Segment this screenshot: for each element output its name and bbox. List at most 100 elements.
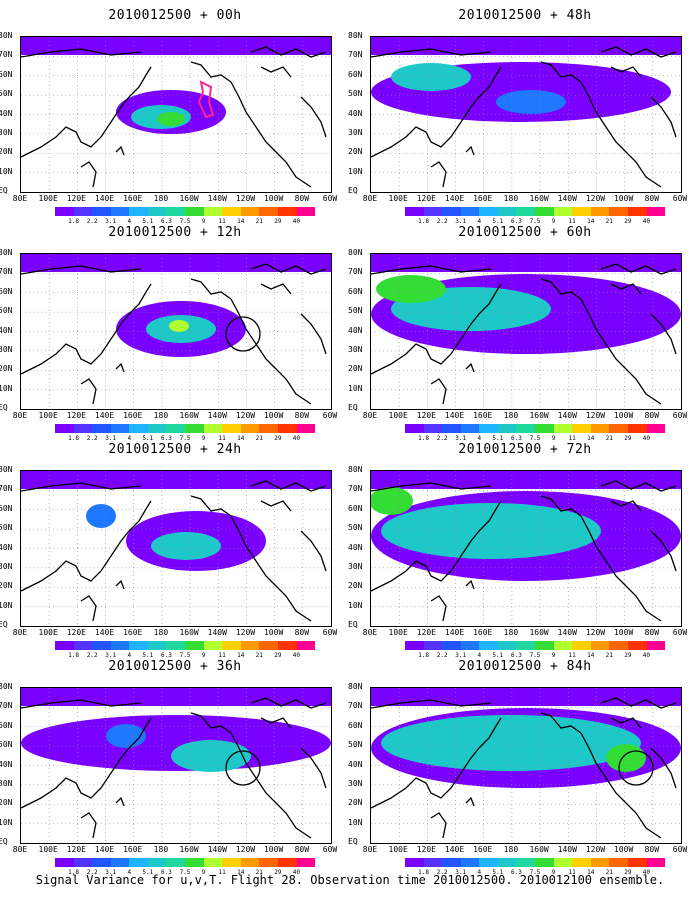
colorbar [55,641,316,650]
coastline [465,796,475,807]
colorbar-tick-label: 40 [642,435,651,442]
colorbar-swatch [147,424,167,433]
colorbar-tick-label: 7.5 [179,218,191,225]
longitude-label: 100E [38,628,58,637]
variance-band [21,254,331,272]
coastline [430,161,447,188]
colorbar-tick-label: 40 [292,435,301,442]
coastline [115,362,125,373]
colorbar-swatch [535,207,554,216]
colorbar-swatch [627,858,647,867]
colorbar-swatch [479,424,498,433]
longitude-label: 80W [294,194,310,203]
colorbar-tick-label: 2.2 [86,435,98,442]
coastline [260,283,292,295]
coastline [21,265,142,275]
coastline [300,747,327,789]
colorbar-tick-label: 14 [587,435,595,442]
panel-title: 2010012500 + 72h [458,442,592,457]
colorbar-tick-label: 29 [274,218,282,225]
coastline [80,812,97,839]
coastline [371,699,492,709]
variance-blob [381,503,601,559]
colorbar-tick-label: 29 [624,652,632,659]
colorbar [405,641,666,650]
latitude-label: 60N [348,720,363,730]
latitude-label: 80N [0,31,13,40]
colorbar-swatch [646,858,666,867]
longitude-label: 180 [153,628,169,637]
colorbar-tick-label: 29 [624,218,632,225]
colorbar-tick-label: 21 [605,218,613,225]
longitude-label: 160E [123,411,143,420]
variance-band [371,254,681,272]
latitude-label: 10N [348,166,363,176]
colorbar-swatch [646,207,666,216]
coastline [21,500,152,592]
longitude-label: 140E [444,628,465,637]
colorbar-tick-label: 11 [568,435,576,442]
longitude-label: 100E [38,411,58,420]
map-plot-area [370,470,682,627]
colorbar-swatch [405,424,424,433]
colorbar-tick-label: 14 [237,435,245,442]
latitude-label: 50N [0,306,13,316]
colorbar-swatch [92,641,111,650]
longitude-label: 100W [613,194,634,203]
colorbar-tick-label: 40 [292,869,301,876]
longitude-label: 60W [672,411,688,420]
latitude-label: 10N [348,817,363,827]
colorbar-swatch [535,858,554,867]
colorbar-swatch [240,641,260,650]
colorbar-ticks: 1.8 2.2 3.1 4 5.1 6.3 7.5 9 11 14 21 29 40 [405,218,665,226]
latitude-label: 40N [0,759,13,769]
colorbar-swatch [405,207,424,216]
coastline [250,46,327,58]
colorbar-tick-label: 29 [274,869,282,876]
colorbar-swatch [55,207,74,216]
colorbar-tick-label: 2.2 [86,218,98,225]
coastline [21,699,142,709]
colorbar-swatch [627,424,647,433]
longitude-label: 100E [38,845,58,854]
longitude-label: 80W [644,194,660,203]
variance-blob [171,740,251,772]
longitude-label: 160E [473,628,493,637]
colorbar-swatch [110,641,130,650]
colorbar-swatch [442,641,461,650]
colorbar-tick-label: 5.1 [492,218,504,225]
colorbar-swatch [516,207,536,216]
colorbar-swatch [259,858,278,867]
colorbar [405,858,666,867]
longitude-label: 60W [672,845,688,854]
coastline [300,313,327,355]
colorbar-tick-label: 1.8 [418,435,429,442]
colorbar-swatch [553,858,573,867]
longitude-label: 120W [585,194,606,203]
longitude-label: 100W [263,411,284,420]
map-plot-area [20,687,332,844]
coastline [260,66,292,78]
colorbar-swatch [296,424,316,433]
longitude-label: 100E [388,194,408,203]
colorbar-tick-label: 5.1 [142,869,154,876]
colorbar-swatch [240,424,260,433]
coastline [371,265,492,275]
longitude-label: 80W [294,628,310,637]
colorbar-tick-label: 40 [642,652,651,659]
longitude-label: 140E [444,194,465,203]
colorbar-tick-label: 11 [218,218,226,225]
longitude-label: 120W [235,628,256,637]
colorbar-tick-label: 3.1 [105,435,117,442]
longitude-label: 120W [585,628,606,637]
longitude-label: 140E [94,194,115,203]
latitude-label: 50N [348,740,363,750]
coastline [250,697,327,709]
colorbar-swatch [423,207,443,216]
latitude-label: 60N [348,69,363,79]
colorbar-tick-label: 6.3 [161,652,172,659]
coastline [21,482,142,492]
latitude-label: 80N [348,31,363,40]
longitude-label: 120E [66,411,86,420]
latitude-label: 40N [0,108,13,118]
